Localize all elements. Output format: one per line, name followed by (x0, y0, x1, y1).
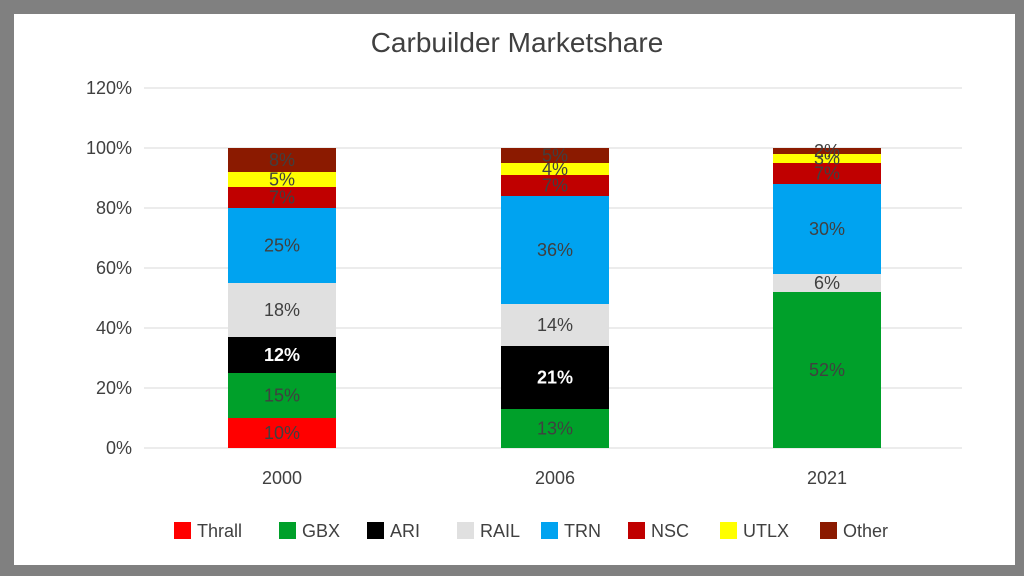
bar-segment-gbx-2000 (228, 373, 336, 418)
legend-label-gbx: GBX (302, 521, 340, 541)
bar-segment-utlx-2021 (773, 154, 881, 163)
bar-segment-other-2006 (501, 148, 609, 163)
data-label: 14% (537, 315, 573, 335)
data-label: 7% (814, 164, 840, 184)
legend-label-rail: RAIL (480, 521, 520, 541)
data-label: 18% (264, 300, 300, 320)
data-label: 10% (264, 423, 300, 443)
y-tick-label: 80% (96, 198, 132, 218)
data-label: 21% (537, 368, 573, 388)
y-tick-label: 0% (106, 438, 132, 458)
y-tick-label: 60% (96, 258, 132, 278)
chart-frame: Carbuilder Marketshare 0% 20% 40% 60% 80% 100… (14, 14, 1015, 565)
bar-segment-rail-2021 (773, 274, 881, 292)
data-label: 8% (269, 150, 295, 170)
data-label: 30% (809, 219, 845, 239)
bar-segment-gbx-2006 (501, 409, 609, 448)
bar-segment-trn-2000 (228, 208, 336, 283)
legend-swatch-thrall (174, 522, 191, 539)
bar-segment-ari-2006 (501, 346, 609, 409)
data-label: 12% (264, 345, 300, 365)
bar-segment-nsc-2021 (773, 163, 881, 184)
data-label: 6% (814, 273, 840, 293)
data-label: 7% (542, 176, 568, 196)
legend-swatch-utlx (720, 522, 737, 539)
bar-segment-trn-2021 (773, 184, 881, 274)
bar-segment-rail-2006 (501, 304, 609, 346)
legend: Thrall GBX ARI RAIL TRN NSC UTLX Other (174, 521, 888, 541)
y-tick-label: 100% (86, 138, 132, 158)
bar-segment-utlx-2006 (501, 163, 609, 175)
data-label: 2% (814, 141, 840, 161)
legend-label-utlx: UTLX (743, 521, 789, 541)
bar-segment-ari-2000 (228, 337, 336, 373)
legend-label-ari: ARI (390, 521, 420, 541)
x-category-label: 2000 (262, 468, 302, 488)
bar-segment-utlx-2000 (228, 172, 336, 187)
x-axis-categories: 2000 2006 2021 (262, 468, 847, 488)
x-category-label: 2006 (535, 468, 575, 488)
bars: 10%15%12%18%25%7%5%8%13%21%14%36%7%4%5%5… (228, 141, 881, 448)
legend-swatch-trn (541, 522, 558, 539)
data-label: 7% (269, 188, 295, 208)
data-label: 25% (264, 236, 300, 256)
bar-segment-gbx-2021 (773, 292, 881, 448)
y-tick-label: 40% (96, 318, 132, 338)
data-label: 36% (537, 240, 573, 260)
legend-swatch-nsc (628, 522, 645, 539)
data-label: 52% (809, 360, 845, 380)
data-label: 4% (542, 159, 568, 179)
legend-swatch-rail (457, 522, 474, 539)
legend-swatch-gbx (279, 522, 296, 539)
bar-segment-other-2021 (773, 148, 881, 154)
legend-swatch-other (820, 522, 837, 539)
legend-label-thrall: Thrall (197, 521, 242, 541)
data-label: 5% (269, 170, 295, 190)
legend-label-nsc: NSC (651, 521, 689, 541)
data-label: 15% (264, 386, 300, 406)
bar-segment-other-2000 (228, 148, 336, 172)
y-tick-label: 20% (96, 378, 132, 398)
legend-label-trn: TRN (564, 521, 601, 541)
y-tick-label: 120% (86, 78, 132, 98)
legend-swatch-ari (367, 522, 384, 539)
bar-segment-thrall-2000 (228, 418, 336, 448)
x-category-label: 2021 (807, 468, 847, 488)
bar-segment-nsc-2000 (228, 187, 336, 208)
legend-label-other: Other (843, 521, 888, 541)
data-label: 5% (542, 146, 568, 166)
bar-segment-rail-2000 (228, 283, 336, 337)
data-label: 13% (537, 419, 573, 439)
bar-segment-nsc-2006 (501, 175, 609, 196)
chart-svg: Carbuilder Marketshare 0% 20% 40% 60% 80% 100… (86, 27, 962, 541)
y-axis-ticks: 0% 20% 40% 60% 80% 100% 120% (86, 78, 132, 458)
chart-title: Carbuilder Marketshare (371, 27, 664, 58)
bar-segment-trn-2006 (501, 196, 609, 304)
